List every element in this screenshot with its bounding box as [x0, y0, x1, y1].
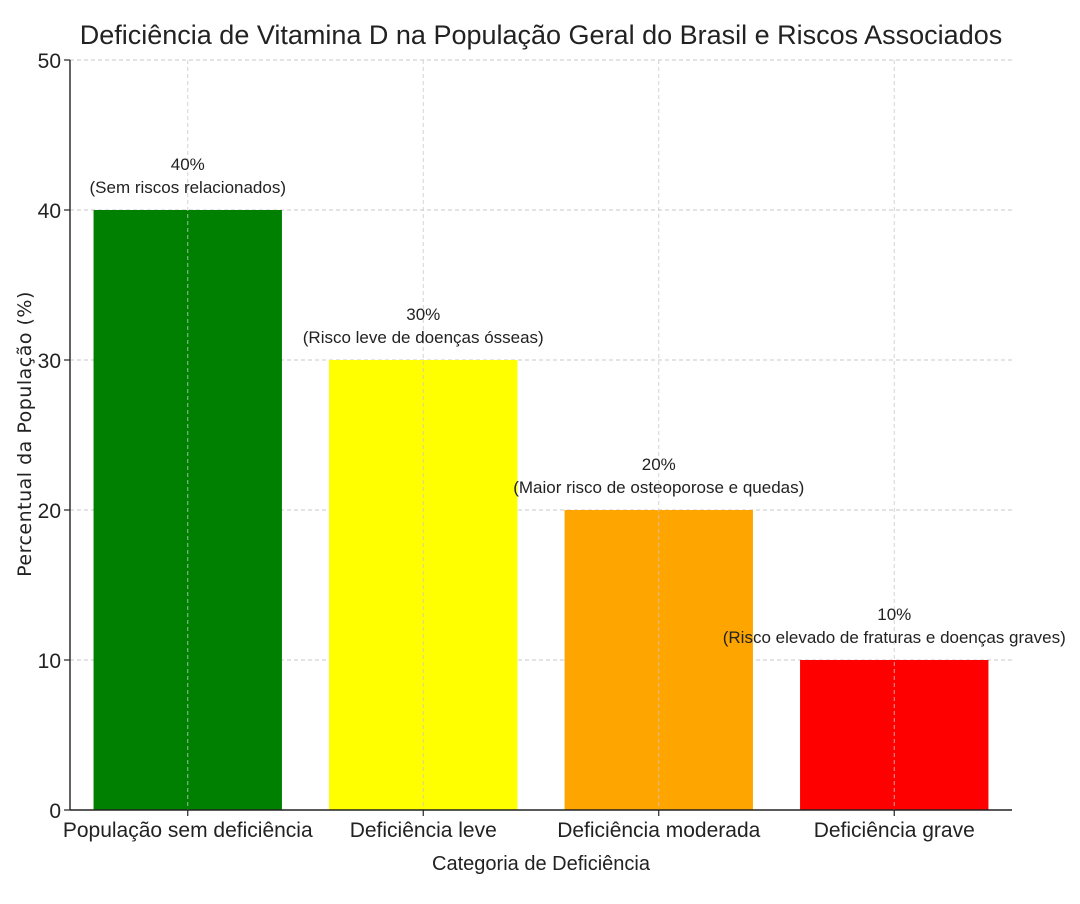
bar-annotations: 40% (Sem riscos relacionados) 30% (Risco le… [89, 155, 1065, 647]
y-tick-labels: 0 10 20 30 40 50 [38, 50, 61, 823]
x-tick-label: População sem deficiência [63, 819, 313, 842]
x-tick-label: Deficiência moderada [557, 819, 760, 842]
y-tick-label: 10 [38, 650, 61, 673]
bar-value-label: 30% [406, 305, 440, 324]
bar-risk-label: (Risco leve de doenças ósseas) [303, 328, 544, 347]
bar-risk-label: (Maior risco de osteoporose e quedas) [513, 478, 804, 497]
x-tick-label: Deficiência leve [350, 819, 497, 842]
bar-value-label: 40% [171, 155, 205, 174]
chart-title: Deficiência de Vitamina D na População G… [80, 20, 1002, 50]
y-tick-label: 40 [38, 200, 61, 223]
bar-risk-label: (Sem riscos relacionados) [89, 178, 286, 197]
vertical-grid-lines [187, 60, 895, 810]
axes [64, 59, 1012, 816]
y-tick-label: 50 [38, 50, 61, 73]
x-tick-labels: População sem deficiência Deficiência lev… [63, 819, 975, 842]
x-tick-label: Deficiência grave [814, 819, 975, 842]
y-tick-label: 20 [38, 500, 61, 523]
y-tick-label: 0 [49, 800, 61, 823]
y-axis-label: Percentual da População (%) [14, 291, 36, 577]
bar [564, 510, 753, 810]
x-axis-label: Categoria de Deficiência [432, 853, 651, 875]
bar-value-label: 10% [877, 605, 911, 624]
bar-value-label: 20% [642, 455, 676, 474]
y-tick-label: 30 [38, 350, 61, 373]
bar-risk-label: (Risco elevado de fraturas e doenças gra… [723, 628, 1066, 647]
